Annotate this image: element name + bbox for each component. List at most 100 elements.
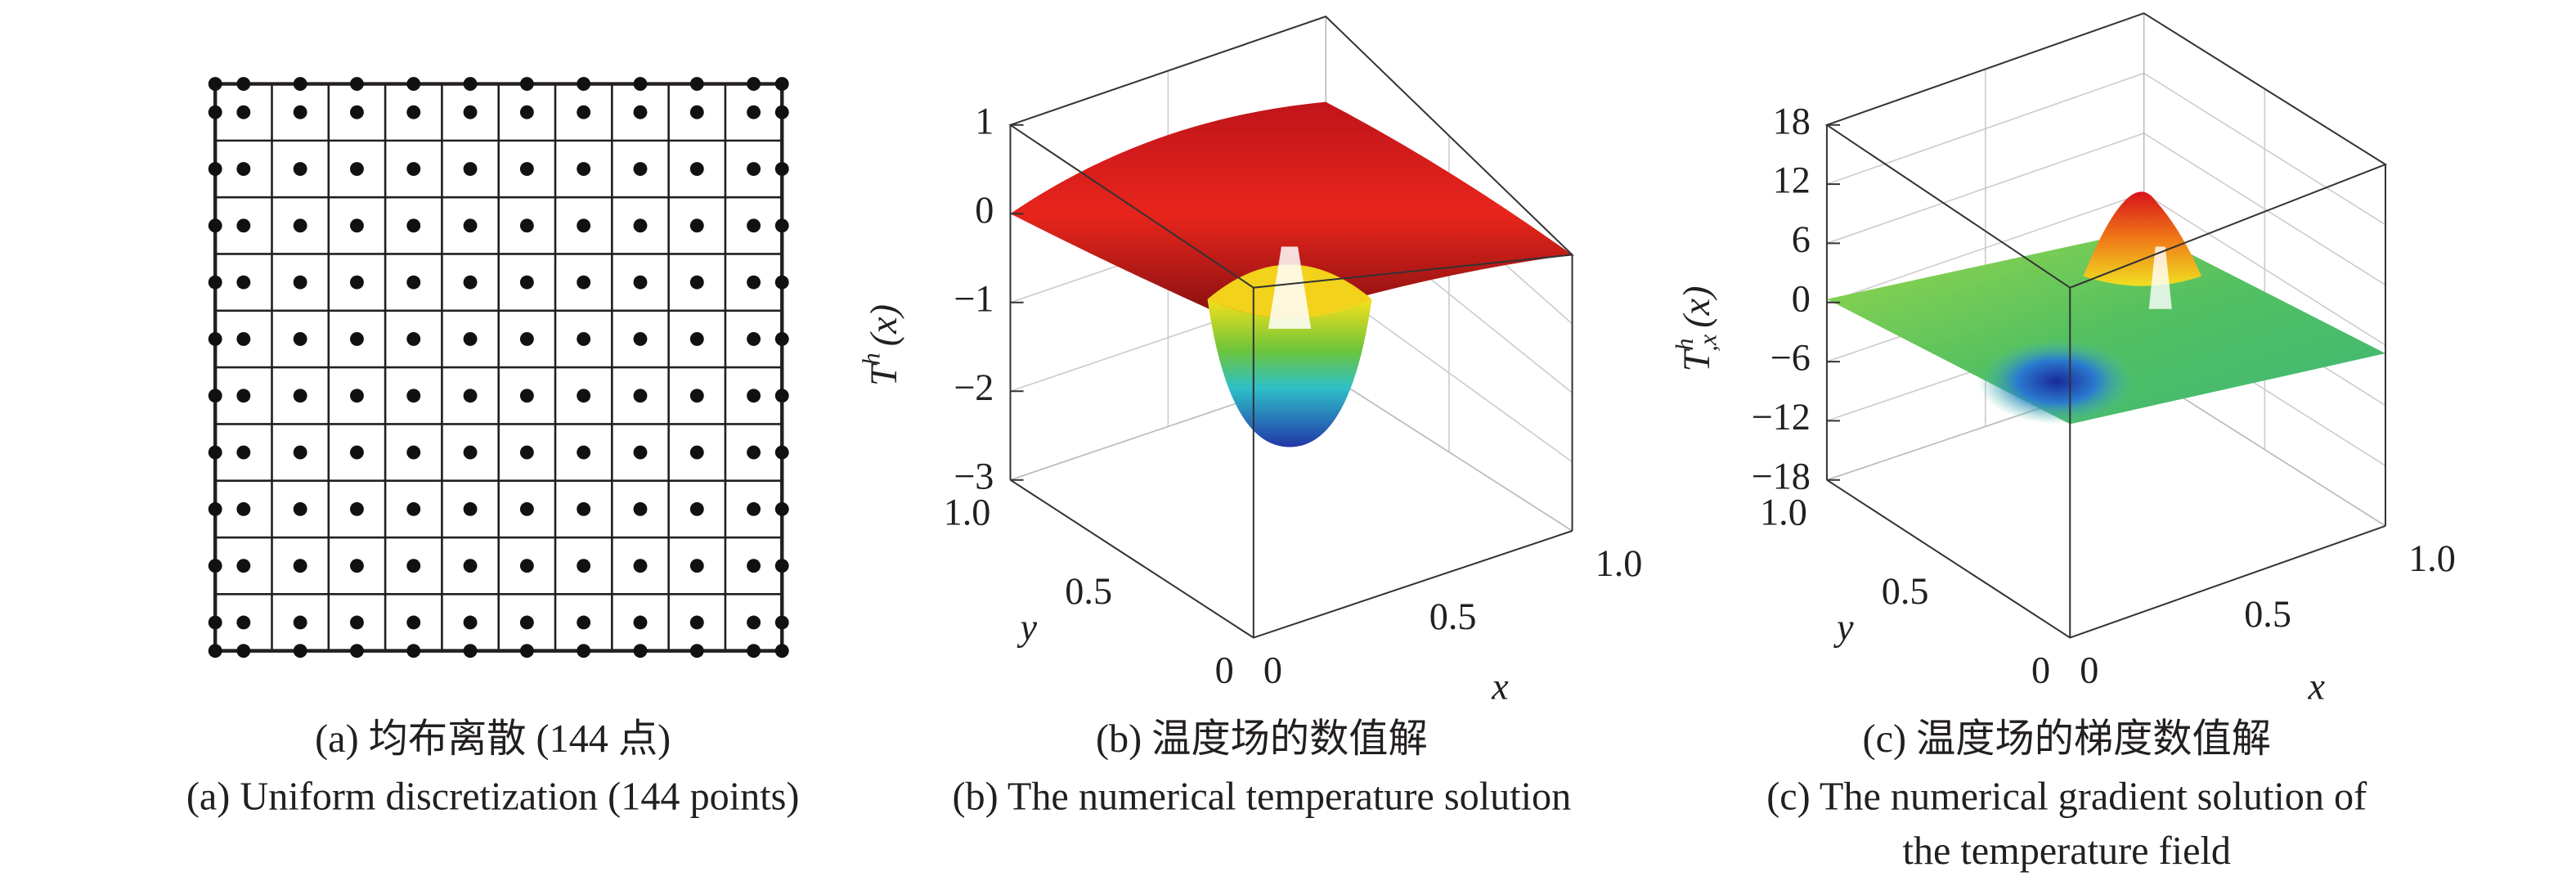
z-tick-label: 0: [975, 189, 994, 231]
node: [577, 445, 591, 460]
y-tick-label: 0: [2031, 649, 2050, 690]
x-tick-label: 0.5: [2244, 593, 2291, 635]
node: [774, 501, 789, 516]
node: [293, 644, 307, 659]
node: [577, 389, 591, 403]
caption-en: (c) The numerical gradient solution of: [1766, 775, 2367, 819]
x-axis-label: x: [1491, 665, 1509, 707]
node: [236, 77, 251, 91]
node: [633, 501, 648, 516]
node: [236, 501, 251, 516]
z-tick-label: −3: [954, 455, 994, 497]
node: [463, 77, 478, 91]
node: [577, 105, 591, 119]
caption-en: (a) Uniform discretization (144 points): [186, 775, 800, 819]
node: [633, 332, 648, 346]
node: [774, 445, 789, 460]
node: [519, 218, 534, 233]
node: [350, 389, 364, 403]
box-bottom: [1826, 479, 2386, 639]
node: [236, 105, 251, 119]
z-label-part: T: [862, 362, 904, 386]
node: [519, 501, 534, 516]
node: [519, 559, 534, 573]
node: [463, 332, 478, 346]
node: [208, 389, 222, 403]
node: [689, 559, 704, 573]
node: [350, 445, 364, 460]
surface: [1826, 230, 2385, 425]
node: [236, 445, 251, 460]
node: [689, 218, 704, 233]
node: [406, 389, 421, 403]
node: [633, 218, 648, 233]
node: [350, 105, 364, 119]
node: [633, 615, 648, 630]
node: [519, 615, 534, 630]
node: [293, 445, 307, 460]
node: [236, 615, 251, 630]
node: [293, 105, 307, 119]
node: [577, 218, 591, 233]
node: [519, 275, 534, 290]
node: [689, 332, 704, 346]
node: [633, 559, 648, 573]
surface-peak: [2083, 191, 2201, 286]
panel-b: (b) 温度场的数值解 (b) The numerical temperature…: [858, 16, 1642, 819]
node: [577, 644, 591, 659]
node: [463, 105, 478, 119]
node: [208, 77, 222, 91]
node: [633, 162, 648, 176]
node: [236, 644, 251, 659]
node: [519, 162, 534, 176]
x-tick-label: 0: [1263, 649, 1282, 690]
node: [350, 162, 364, 176]
box-bottom: [1009, 479, 1573, 639]
z-tick-label: −18: [1752, 455, 1811, 497]
x-tick-label: 1.0: [2408, 537, 2456, 579]
node: [689, 105, 704, 119]
node: [208, 615, 222, 630]
y-tick-label: 0: [1215, 649, 1234, 690]
node: [208, 445, 222, 460]
node: [208, 332, 222, 346]
node: [463, 445, 478, 460]
z-tick-label: −2: [954, 366, 994, 408]
node: [519, 105, 534, 119]
z-tick-label: 6: [1792, 218, 1811, 260]
y-axis-label: y: [1833, 606, 1854, 648]
node: [633, 644, 648, 659]
node: [406, 559, 421, 573]
node: [689, 77, 704, 91]
node: [577, 615, 591, 630]
node: [406, 615, 421, 630]
node: [747, 644, 761, 659]
z-label-part: h: [1671, 339, 1699, 351]
highlight: [1268, 246, 1312, 329]
node: [463, 162, 478, 176]
node: [577, 559, 591, 573]
panel-c: (c) 温度场的梯度数值解 (c) The numerical gradient …: [1671, 12, 2456, 873]
node: [747, 332, 761, 346]
node: [689, 162, 704, 176]
z-tick-label: 18: [1773, 100, 1811, 142]
node: [406, 644, 421, 659]
node: [406, 332, 421, 346]
node: [519, 445, 534, 460]
node: [208, 644, 222, 659]
highlight: [2148, 246, 2172, 309]
node: [208, 501, 222, 516]
z-label-part: (x): [1676, 285, 1717, 327]
node: [293, 501, 307, 516]
node: [689, 445, 704, 460]
node: [350, 501, 364, 516]
y-tick-label: 0.5: [1882, 570, 1929, 612]
node: [293, 332, 307, 346]
node: [463, 218, 478, 233]
node: [208, 275, 222, 290]
node: [774, 615, 789, 630]
node: [747, 218, 761, 233]
z-label-part: (x): [862, 304, 904, 346]
node: [774, 275, 789, 290]
